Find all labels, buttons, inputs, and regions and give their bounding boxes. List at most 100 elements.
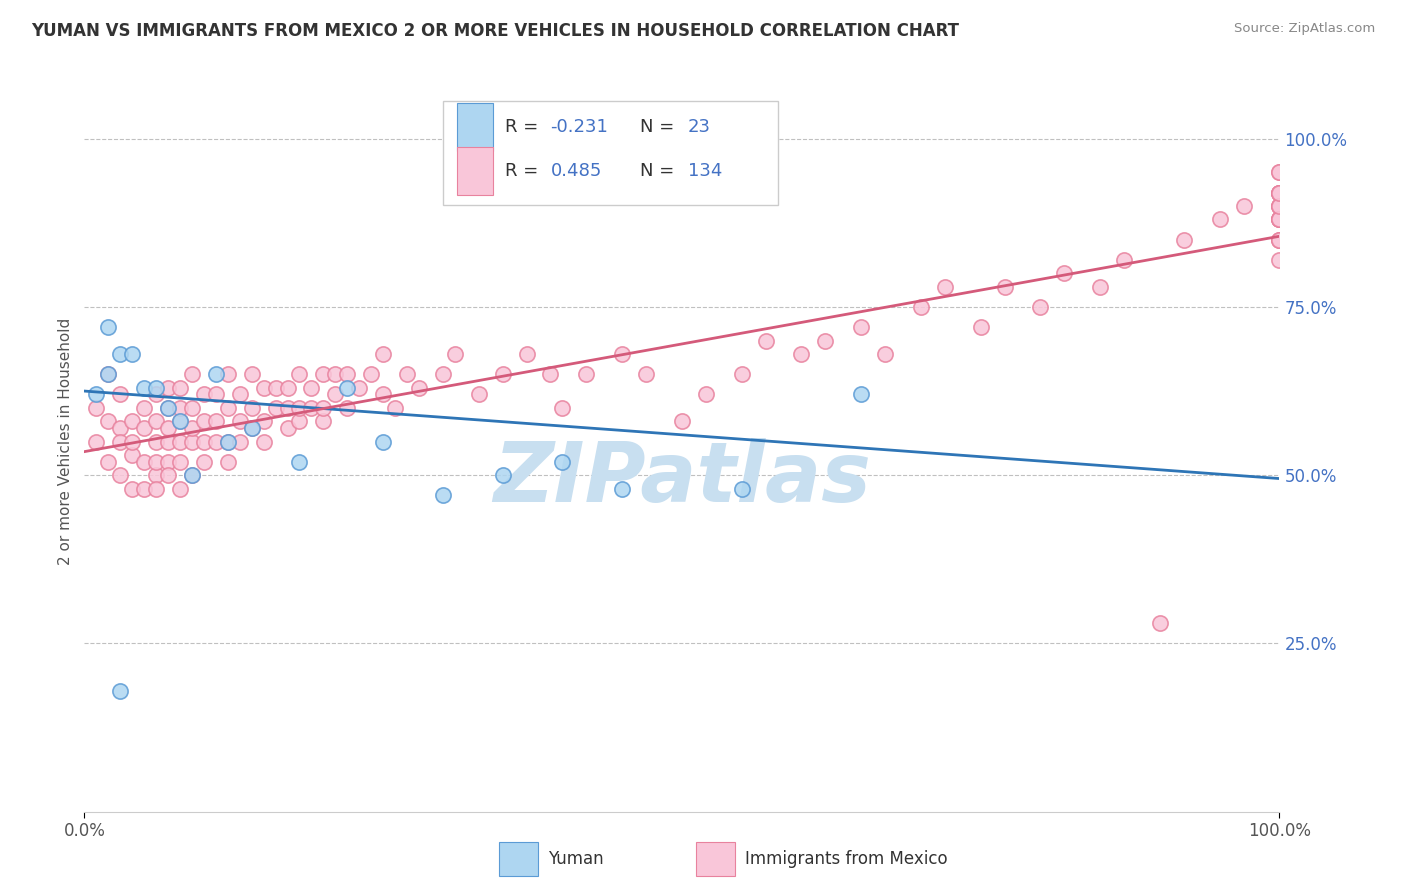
Point: [396, 368, 419, 382]
Point: [612, 482, 634, 496]
Point: [288, 368, 311, 382]
Point: [1268, 199, 1291, 213]
Point: [695, 387, 717, 401]
Point: [1268, 212, 1291, 227]
Text: Source: ZipAtlas.com: Source: ZipAtlas.com: [1234, 22, 1375, 36]
Point: [157, 401, 180, 415]
Point: [277, 381, 299, 395]
Point: [1268, 186, 1291, 200]
Point: [1268, 233, 1291, 247]
Point: [86, 387, 108, 401]
Point: [492, 468, 515, 483]
Point: [86, 434, 108, 449]
Point: [205, 414, 228, 428]
Point: [934, 279, 956, 293]
Point: [970, 320, 993, 334]
Point: [516, 347, 538, 361]
Point: [193, 455, 215, 469]
Point: [408, 381, 430, 395]
Point: [205, 387, 228, 401]
Point: [121, 448, 143, 462]
Text: 0.485: 0.485: [551, 162, 602, 180]
Point: [217, 434, 239, 449]
Point: [205, 434, 228, 449]
Text: R =: R =: [505, 162, 544, 180]
Point: [253, 381, 276, 395]
Point: [240, 401, 263, 415]
Point: [217, 368, 239, 382]
Text: 23: 23: [688, 118, 711, 136]
Point: [1268, 212, 1291, 227]
Point: [1149, 616, 1171, 631]
FancyBboxPatch shape: [457, 103, 494, 151]
Point: [169, 455, 191, 469]
Point: [110, 347, 132, 361]
Point: [121, 347, 143, 361]
FancyBboxPatch shape: [457, 147, 494, 195]
Point: [1268, 233, 1291, 247]
Point: [229, 414, 252, 428]
Point: [349, 381, 371, 395]
Point: [97, 368, 120, 382]
Point: [1268, 199, 1291, 213]
Point: [205, 368, 228, 382]
Point: [217, 401, 239, 415]
Text: Yuman: Yuman: [548, 850, 605, 868]
Text: R =: R =: [505, 118, 544, 136]
Point: [145, 455, 167, 469]
Point: [145, 387, 167, 401]
Point: [217, 455, 239, 469]
Point: [121, 434, 143, 449]
Point: [181, 421, 204, 435]
Point: [121, 482, 143, 496]
Point: [432, 368, 454, 382]
Point: [575, 368, 598, 382]
Point: [444, 347, 467, 361]
Point: [325, 368, 347, 382]
Point: [1268, 165, 1291, 179]
Point: [169, 414, 191, 428]
FancyBboxPatch shape: [443, 101, 778, 204]
Point: [240, 368, 263, 382]
Point: [1053, 266, 1076, 280]
Point: [288, 414, 311, 428]
Point: [264, 381, 287, 395]
Point: [181, 401, 204, 415]
Point: [145, 414, 167, 428]
Point: [240, 421, 263, 435]
Point: [492, 368, 515, 382]
Point: [814, 334, 837, 348]
Point: [1114, 252, 1136, 267]
Point: [193, 434, 215, 449]
Point: [731, 482, 754, 496]
Point: [169, 381, 191, 395]
Point: [540, 368, 562, 382]
Point: [157, 381, 180, 395]
Point: [240, 421, 263, 435]
Point: [97, 368, 120, 382]
Text: Immigrants from Mexico: Immigrants from Mexico: [745, 850, 948, 868]
Point: [312, 401, 335, 415]
Point: [325, 387, 347, 401]
Point: [1268, 199, 1291, 213]
Point: [181, 468, 204, 483]
Point: [277, 401, 299, 415]
Text: N =: N =: [640, 118, 681, 136]
Y-axis label: 2 or more Vehicles in Household: 2 or more Vehicles in Household: [58, 318, 73, 566]
Point: [612, 347, 634, 361]
Point: [1268, 186, 1291, 200]
Point: [86, 401, 108, 415]
Text: 134: 134: [688, 162, 723, 180]
Point: [288, 455, 311, 469]
Point: [169, 482, 191, 496]
Point: [132, 381, 156, 395]
Point: [1233, 199, 1256, 213]
Point: [1090, 279, 1112, 293]
Point: [132, 482, 156, 496]
Point: [157, 468, 180, 483]
Point: [1268, 233, 1291, 247]
Point: [336, 381, 359, 395]
Point: [432, 488, 454, 502]
Point: [181, 468, 204, 483]
Point: [312, 414, 335, 428]
